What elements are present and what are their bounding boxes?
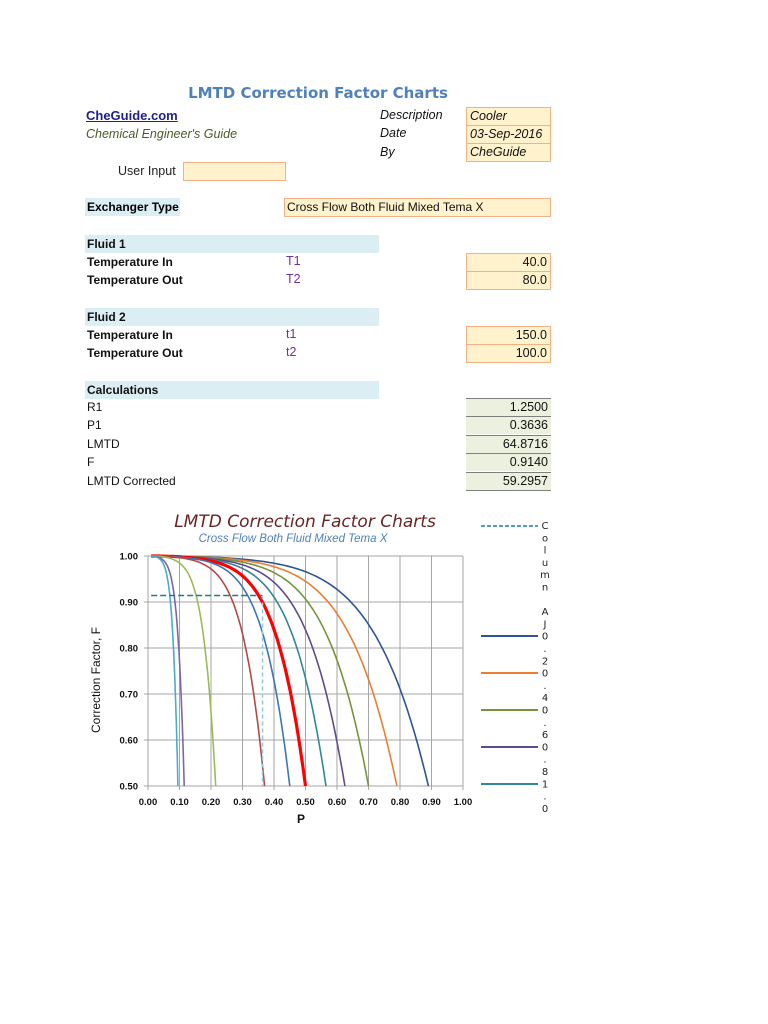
user-input-label: User Input xyxy=(118,164,176,178)
calc-lmtd-corrected-value: 59.2957 xyxy=(466,472,551,491)
fluid2-temp-out-field[interactable]: 100.0 xyxy=(466,344,551,363)
fluid2-header: Fluid 2 xyxy=(85,308,379,326)
site-subtitle: Chemical Engineer's Guide xyxy=(86,127,238,141)
chart-marker xyxy=(151,594,264,786)
legend-char: A xyxy=(542,607,549,618)
by-field[interactable]: CheGuide xyxy=(466,143,551,162)
calc-lmtd-corrected-label: LMTD Corrected xyxy=(87,474,176,488)
legend-char: C xyxy=(542,521,549,532)
fluid1-header: Fluid 1 xyxy=(85,235,379,253)
description-label: Description xyxy=(380,108,443,122)
calc-lmtd-value: 64.8716 xyxy=(466,435,551,453)
legend-char: 6 xyxy=(542,730,548,741)
x-tick-label: 0.30 xyxy=(233,797,252,808)
x-tick-label: 0.70 xyxy=(359,797,378,808)
x-tick-label: 0.00 xyxy=(139,797,158,808)
y-tick-label: 0.90 xyxy=(120,598,139,609)
x-tick-label: 0.20 xyxy=(202,797,221,808)
exchanger-type-select[interactable]: Cross Flow Both Fluid Mixed Tema X xyxy=(284,198,551,217)
calc-f-label: F xyxy=(87,455,95,469)
legend-char: l xyxy=(544,546,547,557)
fluid2-temp-in-symbol: t1 xyxy=(286,327,297,341)
y-axis-label: Correction Factor, F xyxy=(89,627,103,733)
date-field[interactable]: 03-Sep-2016 xyxy=(466,125,551,144)
x-tick-label: 0.60 xyxy=(328,797,347,808)
y-tick-label: 0.60 xyxy=(120,736,139,747)
legend-char: 0 xyxy=(542,706,548,717)
date-label: Date xyxy=(380,126,407,140)
chart-curves xyxy=(151,554,430,787)
legend-char: 1 xyxy=(542,779,548,790)
chart-title: LMTD Correction Factor Charts xyxy=(174,512,436,532)
legend-char: . xyxy=(543,792,546,803)
legend-char: u xyxy=(542,558,548,569)
user-input-swatch xyxy=(183,162,286,181)
calc-f-value: 0.9140 xyxy=(466,453,551,471)
legend-char: . xyxy=(543,681,546,692)
x-tick-label: 0.80 xyxy=(391,797,410,808)
fluid2-temp-out-label: Temperature Out xyxy=(87,346,183,360)
fluid1-temp-out-label: Temperature Out xyxy=(87,273,183,287)
x-tick-label: 1.00 xyxy=(454,797,473,808)
legend-char: J xyxy=(543,619,547,630)
curve-r-1-6 xyxy=(151,555,266,787)
legend-char: . xyxy=(543,755,546,766)
legend-char: 0 xyxy=(542,742,548,753)
legend-char: o xyxy=(542,533,548,544)
x-tick-label: 0.90 xyxy=(422,797,441,808)
calc-lmtd-label: LMTD xyxy=(87,437,120,451)
legend-char: 0 xyxy=(542,632,548,643)
x-tick-label: 0.50 xyxy=(296,797,315,808)
legend-char: . xyxy=(543,718,546,729)
legend-char: 8 xyxy=(542,767,548,778)
curve-r-0-2 xyxy=(151,555,430,787)
y-tick-label: 0.80 xyxy=(120,644,139,655)
y-tick-label: 0.70 xyxy=(120,690,139,701)
calc-p1-label: P1 xyxy=(87,418,102,432)
legend-char: m xyxy=(540,570,550,581)
chart-axes: 0.00 0.10 0.20 0.30 0.40 0.50 0.60 0.70 0.80 0.90… xyxy=(120,552,473,809)
chart-subtitle: Cross Flow Both Fluid Mixed Tema X xyxy=(198,533,388,545)
legend-char: 2 xyxy=(542,656,548,667)
cheguide-link[interactable]: CheGuide.com xyxy=(86,108,178,123)
curve-r-10-0 xyxy=(151,555,179,787)
fluid1-temp-out-field[interactable]: 80.0 xyxy=(466,271,551,290)
fluid1-temp-in-label: Temperature In xyxy=(87,255,173,269)
page-title: LMTD Correction Factor Charts xyxy=(188,84,448,102)
legend-char: n xyxy=(542,583,548,594)
y-tick-label: 1.00 xyxy=(120,552,139,563)
calculations-header: Calculations xyxy=(85,381,379,399)
fluid2-temp-out-symbol: t2 xyxy=(286,345,297,359)
legend-char: 4 xyxy=(542,693,548,704)
by-label: By xyxy=(380,145,395,159)
y-tick-label: 0.50 xyxy=(120,782,139,793)
exchanger-type-label: Exchanger Type xyxy=(85,198,180,216)
x-tick-label: 0.10 xyxy=(170,797,189,808)
calc-r1-value: 1.2500 xyxy=(466,398,551,416)
fluid1-temp-in-symbol: T1 xyxy=(286,254,301,268)
calc-p1-value: 0.3636 xyxy=(466,416,551,434)
x-axis-label: P xyxy=(297,812,305,826)
fluid1-temp-out-symbol: T2 xyxy=(286,272,301,286)
x-tick-label: 0.40 xyxy=(265,797,284,808)
fluid2-temp-in-label: Temperature In xyxy=(87,328,173,342)
legend-char: 0 xyxy=(542,804,548,815)
curve-r-4-0 xyxy=(151,555,217,787)
legend-char: . xyxy=(543,644,546,655)
legend-char: 0 xyxy=(542,669,548,680)
calc-r1-label: R1 xyxy=(87,400,103,414)
